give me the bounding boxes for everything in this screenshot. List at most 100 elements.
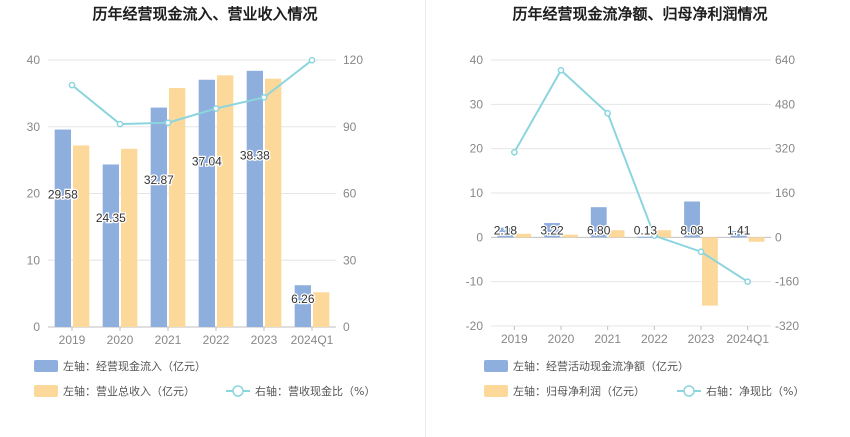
chart-title: 历年经营现金流入、营业收入情况: [92, 5, 317, 23]
data-label: 1.41: [727, 223, 751, 237]
legend-label: 左轴：营业总收入（亿元）: [63, 384, 195, 398]
x-axis-tick-label: 2023: [688, 332, 715, 346]
x-axis-tick-label: 2021: [594, 332, 621, 346]
chart-panel-right: 历年经营现金流净额、归母净利润情况 -20 -10 0 10 20 30 40 -320 -160…: [425, 0, 850, 437]
legend-label: 右轴：营收现金比（%）: [255, 384, 375, 398]
line-point: [68, 81, 76, 89]
data-label: 8.08: [680, 223, 704, 237]
bar: [217, 75, 234, 327]
right-axis-tick: 120: [343, 53, 363, 67]
bar: [637, 236, 654, 238]
bar: [150, 107, 167, 328]
left-axis-tick: 10: [27, 253, 41, 267]
chart-net-cashflow-profit: 历年经营现金流净额、归母净利润情况 -20 -10 0 10 20 30 40 -320 -160…: [466, 5, 805, 398]
line-point: [260, 94, 268, 101]
left-axis-tick: -20: [466, 319, 484, 333]
right-axis-tick: 0: [775, 230, 782, 244]
right-axis-tick: 320: [775, 142, 795, 156]
bar: [198, 79, 215, 328]
left-axis-tick: -10: [466, 275, 484, 289]
line-point: [557, 66, 565, 74]
x-axis-tick-label: 2022: [641, 332, 668, 346]
right-axis-tick: 160: [775, 186, 795, 200]
bar: [544, 223, 560, 238]
bar: [748, 237, 765, 242]
bar: [515, 233, 532, 238]
data-label: 32.87: [144, 173, 174, 187]
bar: [102, 164, 119, 327]
data-label: 24.35: [96, 211, 126, 225]
legend-swatch: [484, 360, 508, 372]
legend-swatch: [34, 360, 58, 372]
line-point: [604, 109, 612, 117]
left-axis-tick: 20: [27, 187, 41, 201]
right-axis-tick: 60: [343, 187, 357, 201]
bar: [655, 230, 672, 238]
x-axis-tick-label: 2020: [107, 333, 134, 347]
data-label: 2.18: [494, 223, 518, 237]
legend-label: 左轴：经营活动现金流净额（亿元）: [513, 359, 689, 373]
bar: [608, 230, 625, 238]
left-axis-tick: 20: [470, 142, 484, 156]
data-label: 37.04: [192, 154, 222, 168]
line-point: [510, 148, 518, 156]
bar: [590, 207, 607, 238]
line-point: [650, 232, 658, 240]
x-axis-tick-label: 2021: [155, 333, 182, 347]
line-point: [744, 278, 752, 286]
right-axis-tick: 30: [343, 253, 357, 267]
right-axis-tick: 480: [775, 97, 795, 111]
x-axis-tick-label: 2024Q1: [726, 332, 769, 346]
legend-swatch: [484, 385, 508, 397]
left-axis-tick: 10: [470, 186, 484, 200]
series-line: [513, 68, 749, 283]
bar: [246, 70, 263, 327]
series-line: [71, 59, 313, 126]
chart-panel-left: 历年经营现金流入、营业收入情况 0 10 20 30 40 0 30 60 90 120 2019 20…: [27, 5, 376, 398]
bar: [730, 231, 747, 238]
bar: [121, 148, 138, 327]
data-label: 6.26: [291, 292, 315, 306]
bar: [313, 292, 330, 327]
chart-title: 历年经营现金流净额、归母净利润情况: [512, 5, 767, 23]
bar: [265, 78, 282, 327]
left-axis-tick: 0: [476, 230, 483, 244]
data-label: 0.13: [634, 223, 658, 237]
left-axis-tick: 30: [470, 97, 484, 111]
right-axis-tick: 640: [775, 53, 795, 67]
bar: [702, 237, 718, 306]
legend-swatch: [34, 385, 58, 397]
panel-divider: [425, 0, 426, 437]
right-axis-tick: 0: [343, 320, 350, 334]
right-axis-tick: 90: [343, 120, 357, 134]
line-point: [212, 105, 220, 112]
data-label: 3.22: [540, 223, 564, 237]
left-axis-tick: 30: [27, 120, 41, 134]
x-axis-tick-label: 2019: [59, 333, 86, 347]
left-axis-tick: 0: [33, 320, 40, 334]
line-point: [697, 248, 705, 256]
bar: [294, 285, 311, 327]
legend-label: 右轴：净现比（%）: [706, 384, 804, 398]
x-axis-tick-label: 2024Q1: [291, 333, 334, 347]
bar: [73, 145, 90, 327]
data-label: 6.80: [587, 223, 611, 237]
bar: [169, 88, 186, 327]
data-label: 38.38: [240, 148, 270, 162]
chart-cash-inflow-revenue: 历年经营现金流入、营业收入情况 0 10 20 30 40 0 30 60 90 120 2019 20…: [27, 5, 376, 398]
legend-marker: [683, 385, 695, 397]
right-axis-tick: -160: [775, 275, 799, 289]
right-axis-tick: -320: [775, 319, 799, 333]
bar: [497, 227, 514, 238]
bar: [54, 129, 71, 327]
data-label: 29.58: [48, 188, 78, 202]
x-axis-tick-label: 2022: [203, 333, 230, 347]
bar: [562, 234, 578, 238]
x-axis-tick-label: 2020: [548, 332, 575, 346]
left-axis-tick: 40: [470, 53, 484, 67]
x-axis-tick-label: 2023: [251, 333, 278, 347]
legend-label: 左轴：归母净利润（亿元）: [513, 384, 645, 398]
line-point: [308, 56, 316, 64]
x-axis-tick-label: 2019: [501, 332, 528, 346]
legend-label: 左轴：经营现金流入（亿元）: [63, 359, 206, 373]
